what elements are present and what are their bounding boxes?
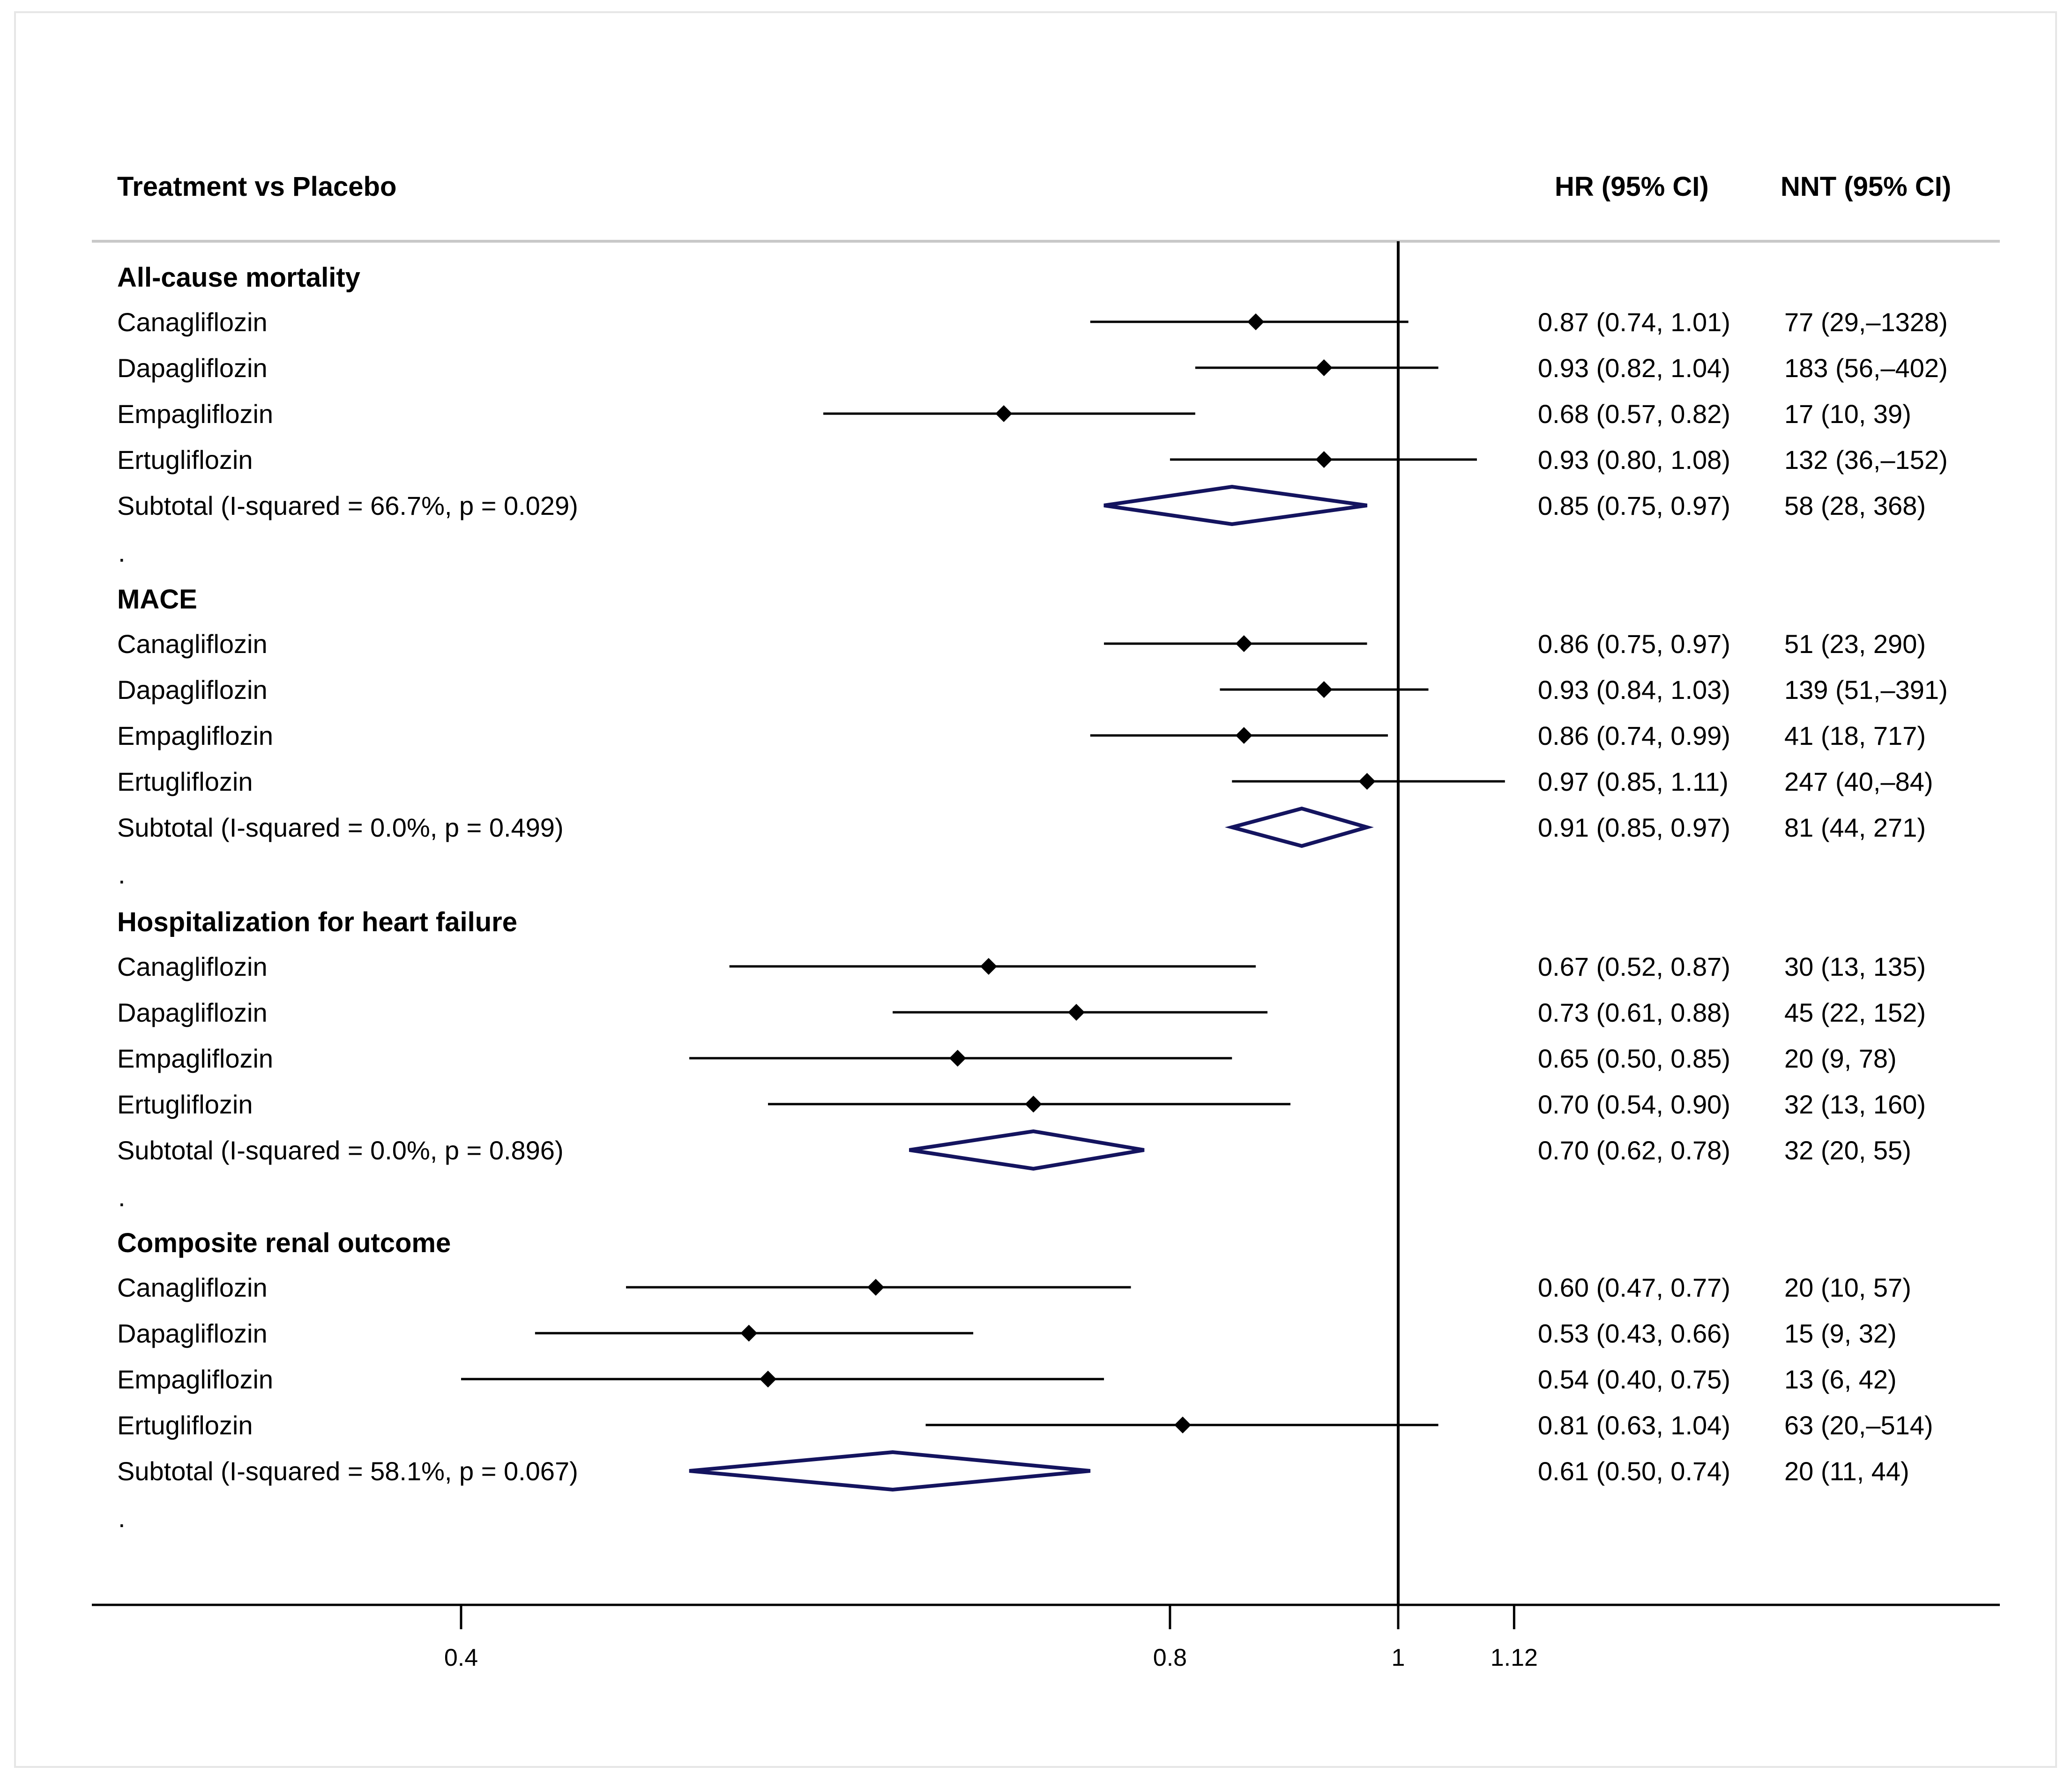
subtotal-hr-value: 0.70 (0.62, 0.78) bbox=[1538, 1135, 1730, 1165]
point-estimate bbox=[949, 1050, 966, 1067]
group-title: MACE bbox=[117, 584, 197, 615]
header-study: Treatment vs Placebo bbox=[117, 171, 396, 202]
hr-value: 0.65 (0.50, 0.85) bbox=[1538, 1044, 1730, 1073]
hr-value: 0.93 (0.80, 1.08) bbox=[1538, 445, 1730, 475]
study-label: Canagliflozin bbox=[117, 629, 268, 659]
hr-value: 0.73 (0.61, 0.88) bbox=[1538, 998, 1730, 1027]
group-separator: . bbox=[118, 538, 126, 567]
nnt-value: 13 (6, 42) bbox=[1784, 1365, 1897, 1394]
subtotal-hr-value: 0.85 (0.75, 0.97) bbox=[1538, 491, 1730, 520]
hr-value: 0.87 (0.74, 1.01) bbox=[1538, 307, 1730, 337]
nnt-value: 15 (9, 32) bbox=[1784, 1319, 1897, 1348]
group-title: Composite renal outcome bbox=[117, 1228, 451, 1258]
point-estimate bbox=[1235, 727, 1252, 744]
nnt-value: 45 (22, 152) bbox=[1784, 998, 1926, 1027]
hr-value: 0.67 (0.52, 0.87) bbox=[1538, 952, 1730, 981]
subtotal-label: Subtotal (I-squared = 0.0%, p = 0.896) bbox=[117, 1135, 564, 1165]
subtotal-nnt-value: 81 (44, 271) bbox=[1784, 813, 1926, 842]
hr-value: 0.70 (0.54, 0.90) bbox=[1538, 1090, 1730, 1119]
point-estimate bbox=[740, 1325, 758, 1342]
group-separator: . bbox=[118, 1182, 126, 1212]
group-title: All-cause mortality bbox=[117, 262, 360, 293]
study-label: Dapagliflozin bbox=[117, 675, 268, 705]
hr-value: 0.86 (0.74, 0.99) bbox=[1538, 721, 1730, 750]
hr-value: 0.81 (0.63, 1.04) bbox=[1538, 1410, 1730, 1440]
hr-value: 0.68 (0.57, 0.82) bbox=[1538, 399, 1730, 429]
hr-value: 0.53 (0.43, 0.66) bbox=[1538, 1319, 1730, 1348]
subtotal-nnt-value: 58 (28, 368) bbox=[1784, 491, 1926, 520]
x-tick-label: 1.12 bbox=[1491, 1644, 1538, 1671]
nnt-value: 247 (40,–84) bbox=[1784, 767, 1933, 796]
study-label: Ertugliflozin bbox=[117, 1410, 253, 1440]
study-label: Dapagliflozin bbox=[117, 998, 268, 1027]
point-estimate bbox=[1358, 773, 1376, 790]
point-estimate bbox=[1315, 359, 1333, 376]
nnt-value: 51 (23, 290) bbox=[1784, 629, 1926, 659]
nnt-value: 139 (51,–391) bbox=[1784, 675, 1948, 705]
forest-rows: All-cause mortality Canagliflozin 0.87 (0.… bbox=[117, 262, 1948, 1533]
hr-value: 0.93 (0.82, 1.04) bbox=[1538, 353, 1730, 383]
point-estimate bbox=[1174, 1417, 1192, 1433]
point-estimate bbox=[760, 1371, 777, 1388]
header-hr: HR (95% CI) bbox=[1555, 171, 1709, 202]
point-estimate bbox=[1315, 681, 1333, 698]
study-label: Dapagliflozin bbox=[117, 1319, 268, 1348]
subtotal-diamond bbox=[689, 1450, 1091, 1492]
study-label: Canagliflozin bbox=[117, 952, 268, 981]
study-label: Canagliflozin bbox=[117, 307, 268, 337]
point-estimate bbox=[1247, 313, 1265, 330]
study-label: Ertugliflozin bbox=[117, 1090, 253, 1119]
subtotal-hr-value: 0.61 (0.50, 0.74) bbox=[1538, 1456, 1730, 1486]
study-label: Ertugliflozin bbox=[117, 445, 253, 475]
x-axis-ticks: 0.4 0.8 1 1.12 bbox=[444, 1605, 1538, 1671]
header-nnt: NNT (95% CI) bbox=[1781, 171, 1951, 202]
study-label: Empagliflozin bbox=[117, 1044, 273, 1073]
study-label: Empagliflozin bbox=[117, 721, 273, 750]
hr-value: 0.97 (0.85, 1.11) bbox=[1538, 767, 1729, 796]
subtotal-label: Subtotal (I-squared = 66.7%, p = 0.029) bbox=[117, 491, 578, 520]
group-separator: . bbox=[118, 860, 126, 889]
nnt-value: 77 (29,–1328) bbox=[1784, 307, 1948, 337]
subtotal-label: Subtotal (I-squared = 58.1%, p = 0.067) bbox=[117, 1456, 578, 1486]
study-label: Ertugliflozin bbox=[117, 767, 253, 796]
subtotal-label: Subtotal (I-squared = 0.0%, p = 0.499) bbox=[117, 813, 564, 842]
hr-value: 0.93 (0.84, 1.03) bbox=[1538, 675, 1730, 705]
study-label: Empagliflozin bbox=[117, 399, 273, 429]
study-label: Empagliflozin bbox=[117, 1365, 273, 1394]
subtotal-diamond bbox=[1224, 806, 1374, 848]
point-estimate bbox=[1025, 1096, 1042, 1113]
nnt-value: 20 (9, 78) bbox=[1784, 1044, 1897, 1073]
point-estimate bbox=[1315, 451, 1333, 468]
subtotal-nnt-value: 32 (20, 55) bbox=[1784, 1135, 1911, 1165]
group-separator: . bbox=[118, 1503, 126, 1533]
study-label: Dapagliflozin bbox=[117, 353, 268, 383]
point-estimate bbox=[1235, 635, 1252, 652]
subtotal-nnt-value: 20 (11, 44) bbox=[1784, 1456, 1909, 1486]
group-title: Hospitalization for heart failure bbox=[117, 907, 517, 937]
x-tick-label: 1 bbox=[1392, 1644, 1405, 1671]
x-tick-label: 0.4 bbox=[444, 1644, 478, 1671]
subtotal-diamond bbox=[1103, 484, 1368, 527]
x-tick-label: 0.8 bbox=[1153, 1644, 1187, 1671]
point-estimate bbox=[995, 405, 1013, 422]
study-label: Canagliflozin bbox=[117, 1273, 268, 1302]
nnt-value: 20 (10, 57) bbox=[1784, 1273, 1911, 1302]
subtotal-hr-value: 0.91 (0.85, 0.97) bbox=[1538, 813, 1730, 842]
nnt-value: 132 (36,–152) bbox=[1784, 445, 1948, 475]
nnt-value: 30 (13, 135) bbox=[1784, 952, 1926, 981]
nnt-value: 17 (10, 39) bbox=[1784, 399, 1911, 429]
nnt-value: 183 (56,–402) bbox=[1784, 353, 1948, 383]
nnt-value: 63 (20,–514) bbox=[1784, 1410, 1933, 1440]
point-estimate bbox=[980, 958, 997, 975]
point-estimate bbox=[1068, 1004, 1085, 1021]
nnt-value: 32 (13, 160) bbox=[1784, 1090, 1926, 1119]
point-estimate bbox=[867, 1279, 885, 1296]
nnt-value: 41 (18, 717) bbox=[1784, 721, 1926, 750]
hr-value: 0.54 (0.40, 0.75) bbox=[1538, 1365, 1730, 1394]
subtotal-diamond bbox=[909, 1129, 1145, 1171]
hr-value: 0.86 (0.75, 0.97) bbox=[1538, 629, 1730, 659]
hr-value: 0.60 (0.47, 0.77) bbox=[1538, 1273, 1730, 1302]
